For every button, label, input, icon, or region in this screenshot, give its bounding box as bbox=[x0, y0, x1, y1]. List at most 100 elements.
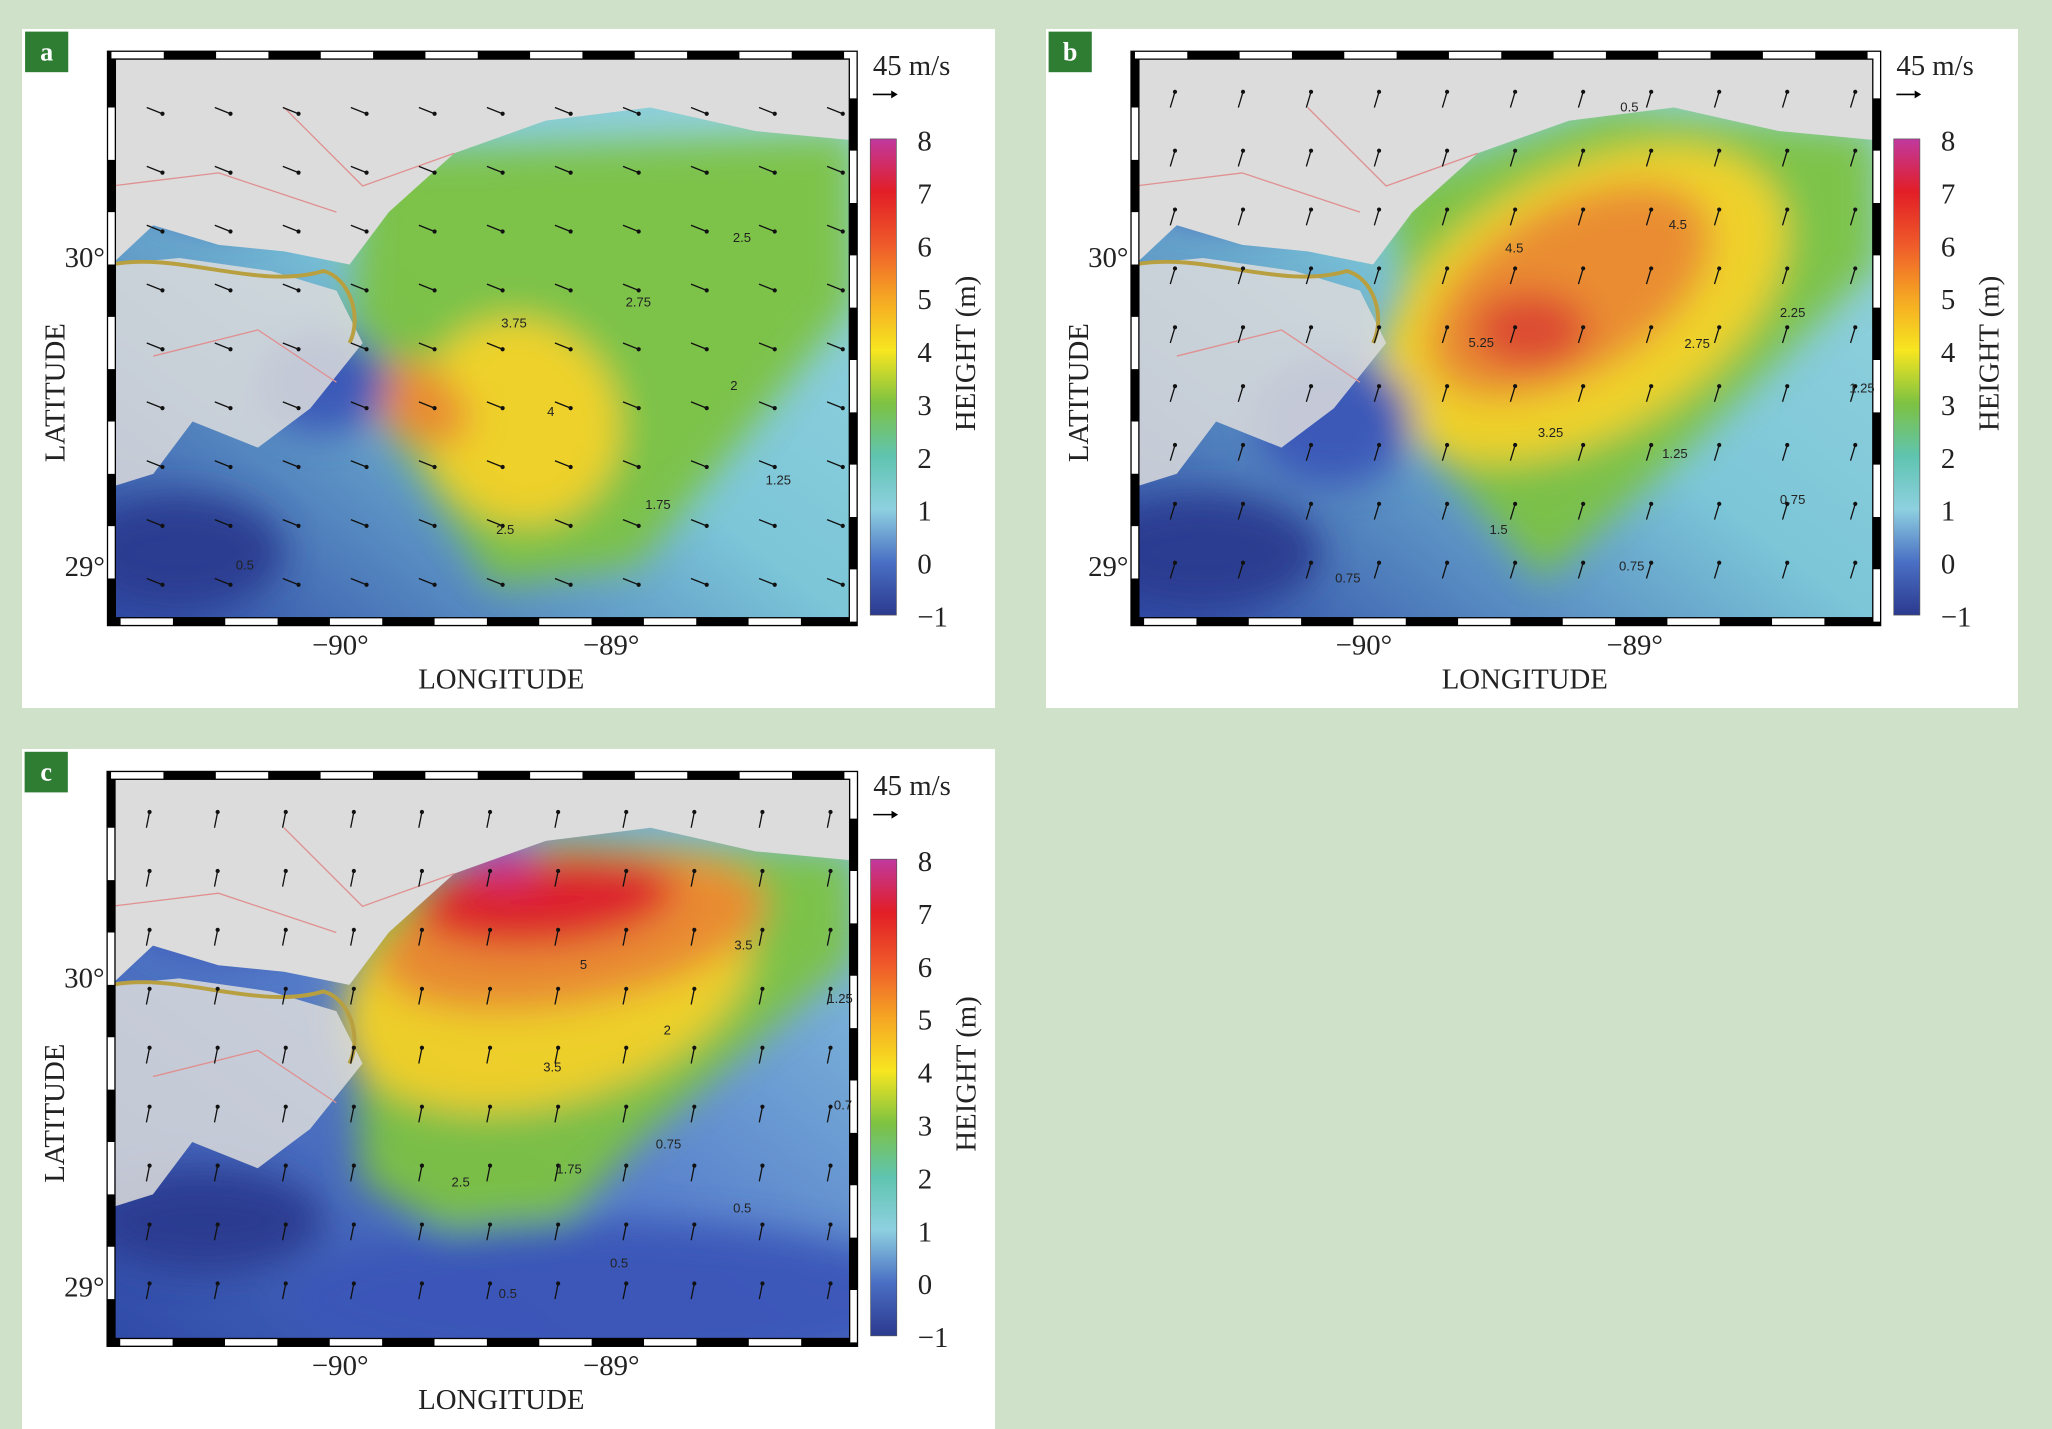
wind-vector bbox=[1305, 562, 1312, 579]
wind-vector-head bbox=[1172, 560, 1178, 565]
wind-vector bbox=[690, 1224, 695, 1241]
wind-vector bbox=[554, 988, 559, 1005]
wind-vector-head bbox=[1581, 560, 1586, 565]
wind-vector-head bbox=[1445, 384, 1450, 389]
wind-vector-head bbox=[624, 927, 629, 932]
wind-vector-head bbox=[828, 868, 833, 874]
contour-label: 0.7 bbox=[834, 1097, 852, 1112]
wind-vector bbox=[1781, 444, 1788, 461]
wind-vector-head bbox=[215, 986, 220, 991]
wind-vector-head bbox=[487, 1104, 493, 1109]
wind-vector-head bbox=[1581, 266, 1586, 271]
wind-vector-head bbox=[351, 1222, 356, 1227]
wind-vector bbox=[1169, 562, 1176, 579]
colorbar-tick-label: 0 bbox=[1941, 548, 1955, 580]
wind-vector-head bbox=[1581, 89, 1586, 94]
panel-label-box bbox=[1048, 31, 1092, 73]
wind-vector bbox=[281, 811, 287, 828]
wind-vector-head bbox=[624, 1222, 629, 1227]
wind-vector-head bbox=[568, 111, 573, 116]
contour-label: 1.25 bbox=[1849, 381, 1874, 396]
panel-label: b bbox=[1063, 37, 1078, 66]
colorbar-tick-label: −1 bbox=[1941, 601, 1972, 633]
wind-vector-head bbox=[432, 288, 437, 293]
wind-vector-head bbox=[692, 1163, 697, 1168]
land bbox=[1134, 257, 1387, 487]
wind-vector bbox=[622, 1047, 627, 1064]
wind-vector bbox=[554, 283, 571, 292]
wind-vector-head bbox=[840, 288, 845, 293]
wind-vector bbox=[418, 283, 435, 292]
wind-vector bbox=[1441, 503, 1448, 520]
wind-vector-head bbox=[419, 1104, 425, 1109]
x-axis-label: LONGITUDE bbox=[1442, 663, 1608, 695]
wind-vector-head bbox=[1649, 266, 1654, 271]
wind-vector bbox=[350, 577, 367, 586]
x-tick-label: −90° bbox=[312, 629, 369, 661]
wind-vector-head bbox=[1445, 325, 1450, 330]
wind-vector-head bbox=[228, 347, 233, 352]
contour-label: 0.75 bbox=[1619, 559, 1644, 574]
colorbar-tick-label: −1 bbox=[918, 1322, 949, 1354]
contour-label: 0.5 bbox=[610, 1256, 628, 1271]
wind-vector-head bbox=[1717, 148, 1722, 153]
contour-label: 4 bbox=[547, 404, 554, 419]
wind-vector-head bbox=[568, 464, 573, 470]
wind-vector-head bbox=[160, 582, 165, 587]
wind-vector bbox=[826, 1106, 832, 1123]
wind-vector-head bbox=[432, 229, 437, 234]
wind-vector-head bbox=[160, 464, 165, 470]
wind-vector-head bbox=[1785, 325, 1790, 330]
wind-vector-head bbox=[1717, 266, 1722, 271]
contour-label: 3.5 bbox=[734, 938, 752, 953]
wind-vector-head bbox=[364, 170, 369, 175]
wind-vector-head bbox=[419, 1222, 425, 1227]
wind-vector-head bbox=[1785, 89, 1790, 94]
wind-vector-head bbox=[624, 986, 629, 991]
wind-vector bbox=[826, 988, 832, 1005]
y-axis-label: LATITUDE bbox=[39, 323, 71, 462]
wind-vector bbox=[1577, 562, 1584, 579]
contour-label: 2.5 bbox=[496, 522, 514, 537]
wind-vector bbox=[214, 460, 231, 468]
wind-vector bbox=[1441, 91, 1448, 108]
wind-vector bbox=[1169, 503, 1176, 520]
y-axis-label: LATITUDE bbox=[1063, 323, 1095, 462]
wind-vector bbox=[1645, 150, 1652, 167]
wind-vector-head bbox=[487, 986, 493, 991]
wind-vector-head bbox=[624, 868, 629, 874]
wind-vector-head bbox=[432, 170, 437, 175]
wind-vector bbox=[1713, 444, 1720, 461]
map bbox=[111, 55, 854, 622]
wind-vector-head bbox=[1785, 442, 1790, 448]
wind-vector bbox=[282, 460, 299, 468]
wind-vector-head bbox=[351, 986, 356, 991]
wind-vector bbox=[826, 577, 844, 586]
wind-vector-head bbox=[760, 1281, 765, 1286]
y-tick-label: 29° bbox=[65, 551, 105, 583]
wind-vector bbox=[146, 106, 163, 115]
colorbar-tick-label: 3 bbox=[918, 1110, 932, 1142]
wind-vector bbox=[758, 460, 775, 468]
wind-vector-head bbox=[760, 986, 765, 991]
wind-vector bbox=[690, 1047, 695, 1064]
wind-vector-head bbox=[1172, 266, 1178, 271]
wind-vector bbox=[281, 988, 287, 1005]
wind-vector bbox=[486, 1224, 491, 1241]
wind-vector-head bbox=[1649, 148, 1654, 153]
wind-vector bbox=[758, 518, 775, 527]
wind-vector-head bbox=[296, 111, 301, 116]
wind-vector bbox=[758, 811, 764, 828]
contour-label: 0.5 bbox=[733, 1201, 751, 1216]
wind-vector bbox=[350, 1106, 355, 1123]
wind-vector bbox=[1509, 268, 1516, 285]
surge-area bbox=[284, 1220, 854, 1343]
x-tick-label: −90° bbox=[312, 1350, 369, 1382]
wind-vector bbox=[1849, 150, 1856, 167]
wind-vector bbox=[622, 811, 627, 828]
scale-label: 45 m/s bbox=[873, 50, 951, 82]
wind-vector bbox=[554, 870, 559, 887]
wind-vector bbox=[214, 106, 231, 115]
wind-vector-head bbox=[500, 582, 505, 587]
wind-vector-head bbox=[1240, 148, 1246, 153]
